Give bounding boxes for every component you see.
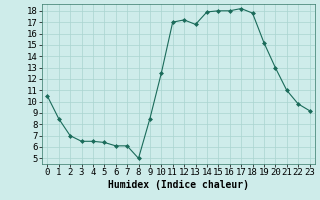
X-axis label: Humidex (Indice chaleur): Humidex (Indice chaleur): [108, 180, 249, 190]
